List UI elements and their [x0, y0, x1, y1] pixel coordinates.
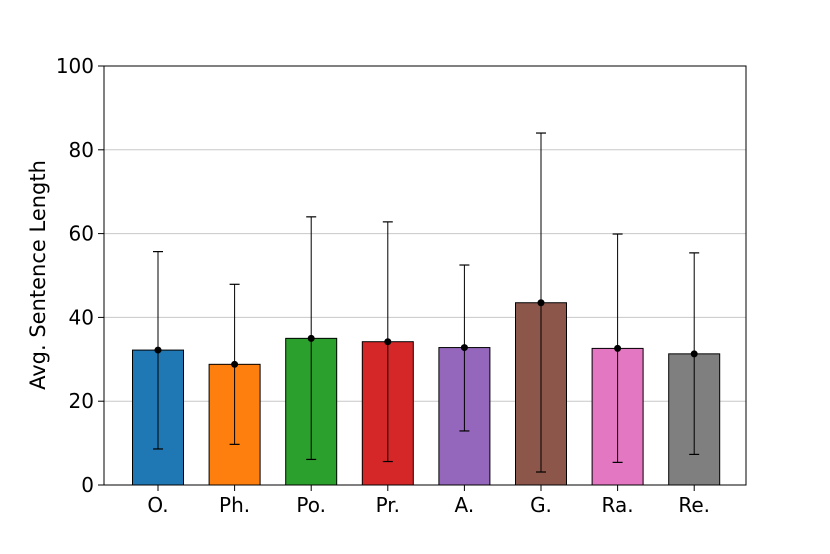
y-tick-label: 100 [56, 54, 94, 78]
x-axis: O. Ph. Po. Pr. A. G. Ra. Re. [147, 485, 710, 517]
x-tick-label: Ra. [602, 493, 634, 517]
x-tick-label: Ph. [219, 493, 250, 517]
y-tick-label: 80 [69, 138, 94, 162]
mean-point [384, 338, 392, 346]
y-tick-label: 0 [81, 473, 94, 497]
error-bars [153, 132, 700, 473]
y-tick-label: 40 [69, 305, 94, 329]
plot-frame [103, 65, 747, 486]
bars [132, 302, 721, 486]
y-axis: 0 20 40 60 80 100 [56, 54, 104, 497]
x-tick-label: G. [530, 493, 552, 517]
mean-point [460, 344, 468, 352]
y-tick-label: 60 [69, 222, 94, 246]
x-tick-label: O. [147, 493, 168, 517]
x-tick-label: Pr. [376, 493, 400, 517]
mean-point [307, 334, 315, 342]
mean-point [154, 346, 162, 354]
y-axis-label: Avg. Sentence Length [26, 160, 50, 390]
grid-lines [104, 149, 746, 402]
y-tick-label: 20 [69, 389, 94, 413]
mean-point [231, 360, 239, 368]
mean-point [690, 350, 698, 358]
mean-point [537, 299, 545, 307]
x-tick-label: A. [455, 493, 475, 517]
x-tick-label: Po. [296, 493, 326, 517]
mean-point [614, 344, 622, 352]
x-tick-label: Re. [678, 493, 710, 517]
